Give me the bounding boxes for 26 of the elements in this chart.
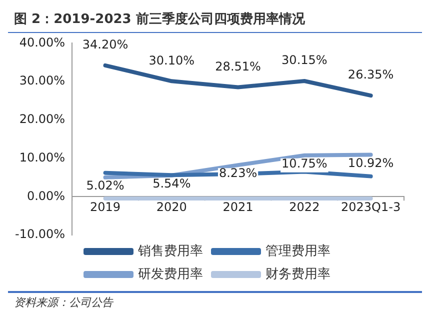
y-tick-label: 20.00% <box>19 112 66 126</box>
y-tick-label: 30.00% <box>19 74 66 88</box>
y-tick-label: 0.00% <box>26 188 66 203</box>
y-tick-label: 10.00% <box>19 150 66 164</box>
data-label: 5.02% <box>86 178 124 193</box>
legend-label: 研发费用率 <box>138 266 203 282</box>
text: 资料来源：公司公告 <box>8 291 422 312</box>
legend-label: 管理费用率 <box>266 242 330 259</box>
x-tick-label: 2022 <box>289 200 320 214</box>
data-label: 10.75% <box>282 156 328 171</box>
data-label: 30.15% <box>282 53 328 68</box>
data-label: 30.10% <box>148 53 195 68</box>
legend-label: 财务费用率 <box>266 266 330 282</box>
chart-title: 图 2：2019-2023 前三季度公司四项费用率情况 <box>8 8 422 33</box>
x-tick-label: 2019 <box>90 200 121 214</box>
data-label: 34.20% <box>82 38 128 52</box>
data-label: 10.92% <box>348 156 394 170</box>
data-label: 28.51% <box>215 59 261 74</box>
x-tick-label: 2021 <box>222 200 254 214</box>
x-tick-label: 2023Q1-3 <box>341 200 401 214</box>
y-tick-label: -10.00% <box>14 227 66 242</box>
legend-label: 销售费用率 <box>137 242 203 259</box>
data-label: 26.35% <box>348 68 394 82</box>
data-label: 5.54% <box>152 176 191 191</box>
x-tick-label: 2020 <box>156 200 187 214</box>
y-tick-label: 40.00% <box>19 35 66 50</box>
